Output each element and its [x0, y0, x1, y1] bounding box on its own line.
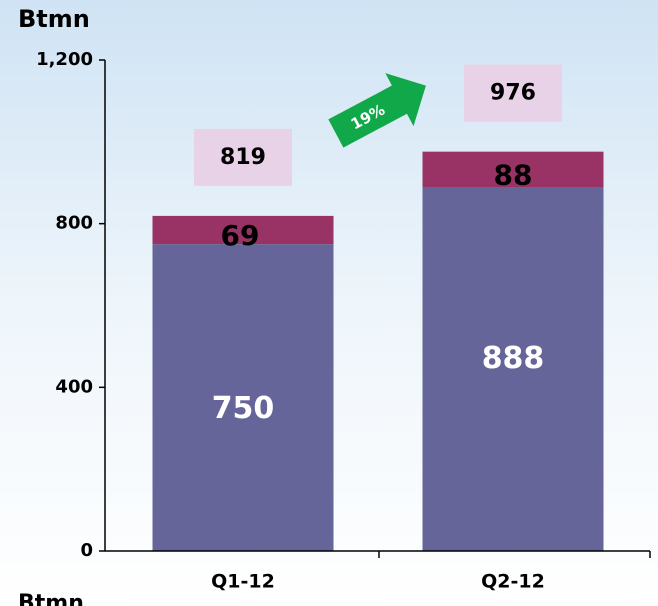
- bottom-label: Btmn: [18, 591, 84, 606]
- x-tick-label: Q1-12: [211, 571, 275, 593]
- bar-segment: [422, 187, 604, 551]
- y-tick-label: 800: [55, 213, 93, 234]
- arrow-shape: [328, 73, 426, 148]
- total-box: [464, 64, 562, 122]
- total-label: 976: [490, 81, 536, 106]
- total-box: [194, 128, 292, 186]
- bar-segment: [152, 244, 334, 551]
- total-label: 819: [220, 145, 266, 170]
- value-label: 888: [482, 341, 545, 376]
- value-label: 750: [212, 391, 275, 426]
- y-axis-title: Btmn: [18, 5, 90, 33]
- bar-segment: [152, 215, 334, 245]
- y-tick-label: 1,200: [36, 49, 93, 70]
- bar-segment: [422, 151, 604, 188]
- x-tick-label: Q2-12: [481, 571, 545, 593]
- value-label: 88: [494, 159, 533, 192]
- value-label: 69: [221, 219, 260, 252]
- y-tick-label: 0: [80, 540, 93, 561]
- y-tick-label: 400: [55, 376, 93, 397]
